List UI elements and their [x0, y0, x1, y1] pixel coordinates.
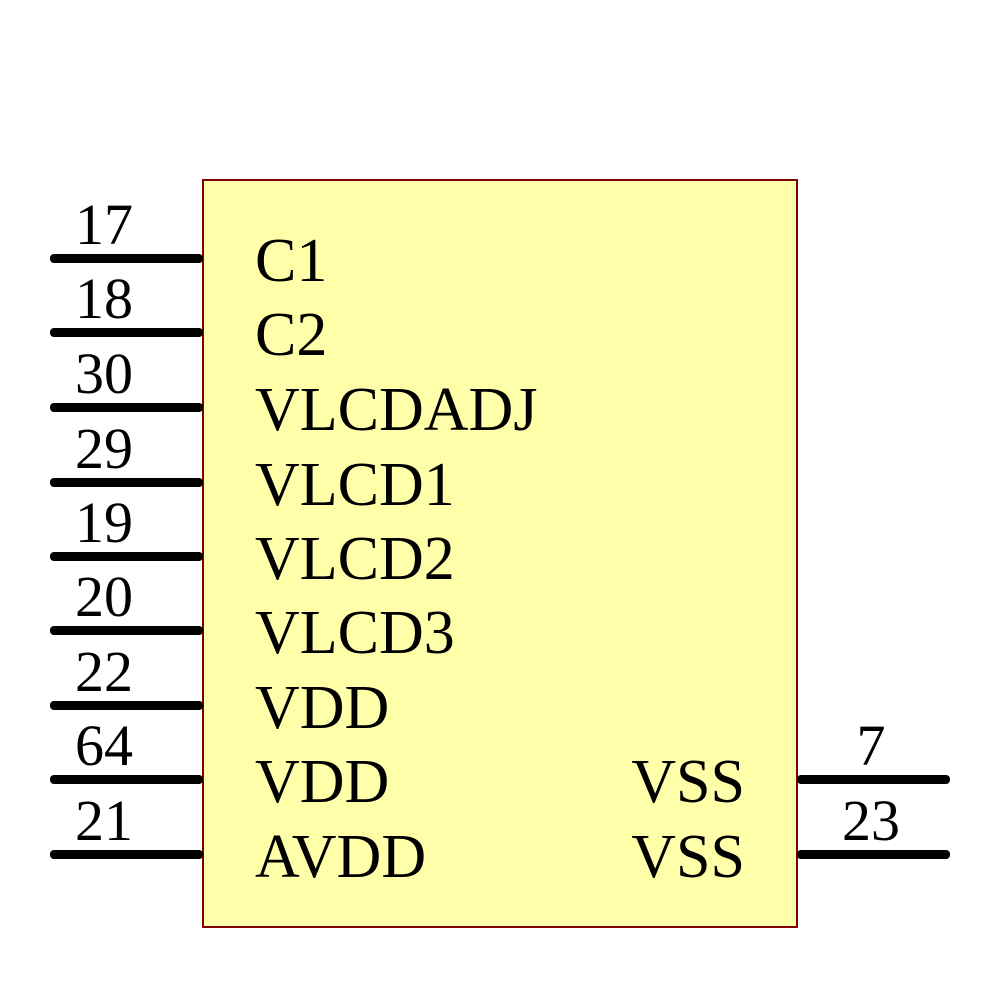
pin-wire-21[interactable]	[50, 850, 203, 859]
pin-number-23: 23	[842, 788, 900, 853]
pin-number-19: 19	[75, 490, 133, 555]
pin-label-vdd-22: VDD	[255, 674, 390, 742]
pin-wire-23[interactable]	[797, 850, 950, 859]
pin-number-21: 21	[75, 788, 133, 853]
pin-label-vdd-64: VDD	[255, 748, 390, 816]
pin-wire-7[interactable]	[797, 775, 950, 784]
pin-wire-17[interactable]	[50, 254, 203, 263]
component-body[interactable]	[202, 179, 798, 928]
pin-number-29: 29	[75, 416, 133, 481]
pin-label-vss-23: VSS	[631, 823, 745, 891]
pin-wire-64[interactable]	[50, 775, 203, 784]
pin-wire-20[interactable]	[50, 626, 203, 635]
pin-number-17: 17	[75, 192, 133, 257]
pin-number-30: 30	[75, 341, 133, 406]
pin-number-64: 64	[75, 713, 133, 778]
pin-label-vlcd1-29: VLCD1	[255, 451, 455, 519]
pin-label-avdd-21: AVDD	[255, 823, 427, 891]
pin-number-20: 20	[75, 564, 133, 629]
pin-wire-19[interactable]	[50, 552, 203, 561]
pin-wire-30[interactable]	[50, 403, 203, 412]
pin-label-vss-7: VSS	[631, 748, 745, 816]
pin-number-22: 22	[75, 639, 133, 704]
pin-label-c2-18: C2	[255, 301, 328, 369]
pin-label-vlcd2-19: VLCD2	[255, 525, 455, 593]
pin-wire-22[interactable]	[50, 701, 203, 710]
pin-number-7: 7	[856, 713, 886, 778]
pin-label-c1-17: C1	[255, 227, 328, 295]
pin-wire-18[interactable]	[50, 328, 203, 337]
pin-wire-29[interactable]	[50, 478, 203, 487]
pin-number-18: 18	[75, 266, 133, 331]
pin-label-vlcd3-20: VLCD3	[255, 599, 455, 667]
pin-label-vlcdadj-30: VLCDADJ	[255, 376, 538, 444]
